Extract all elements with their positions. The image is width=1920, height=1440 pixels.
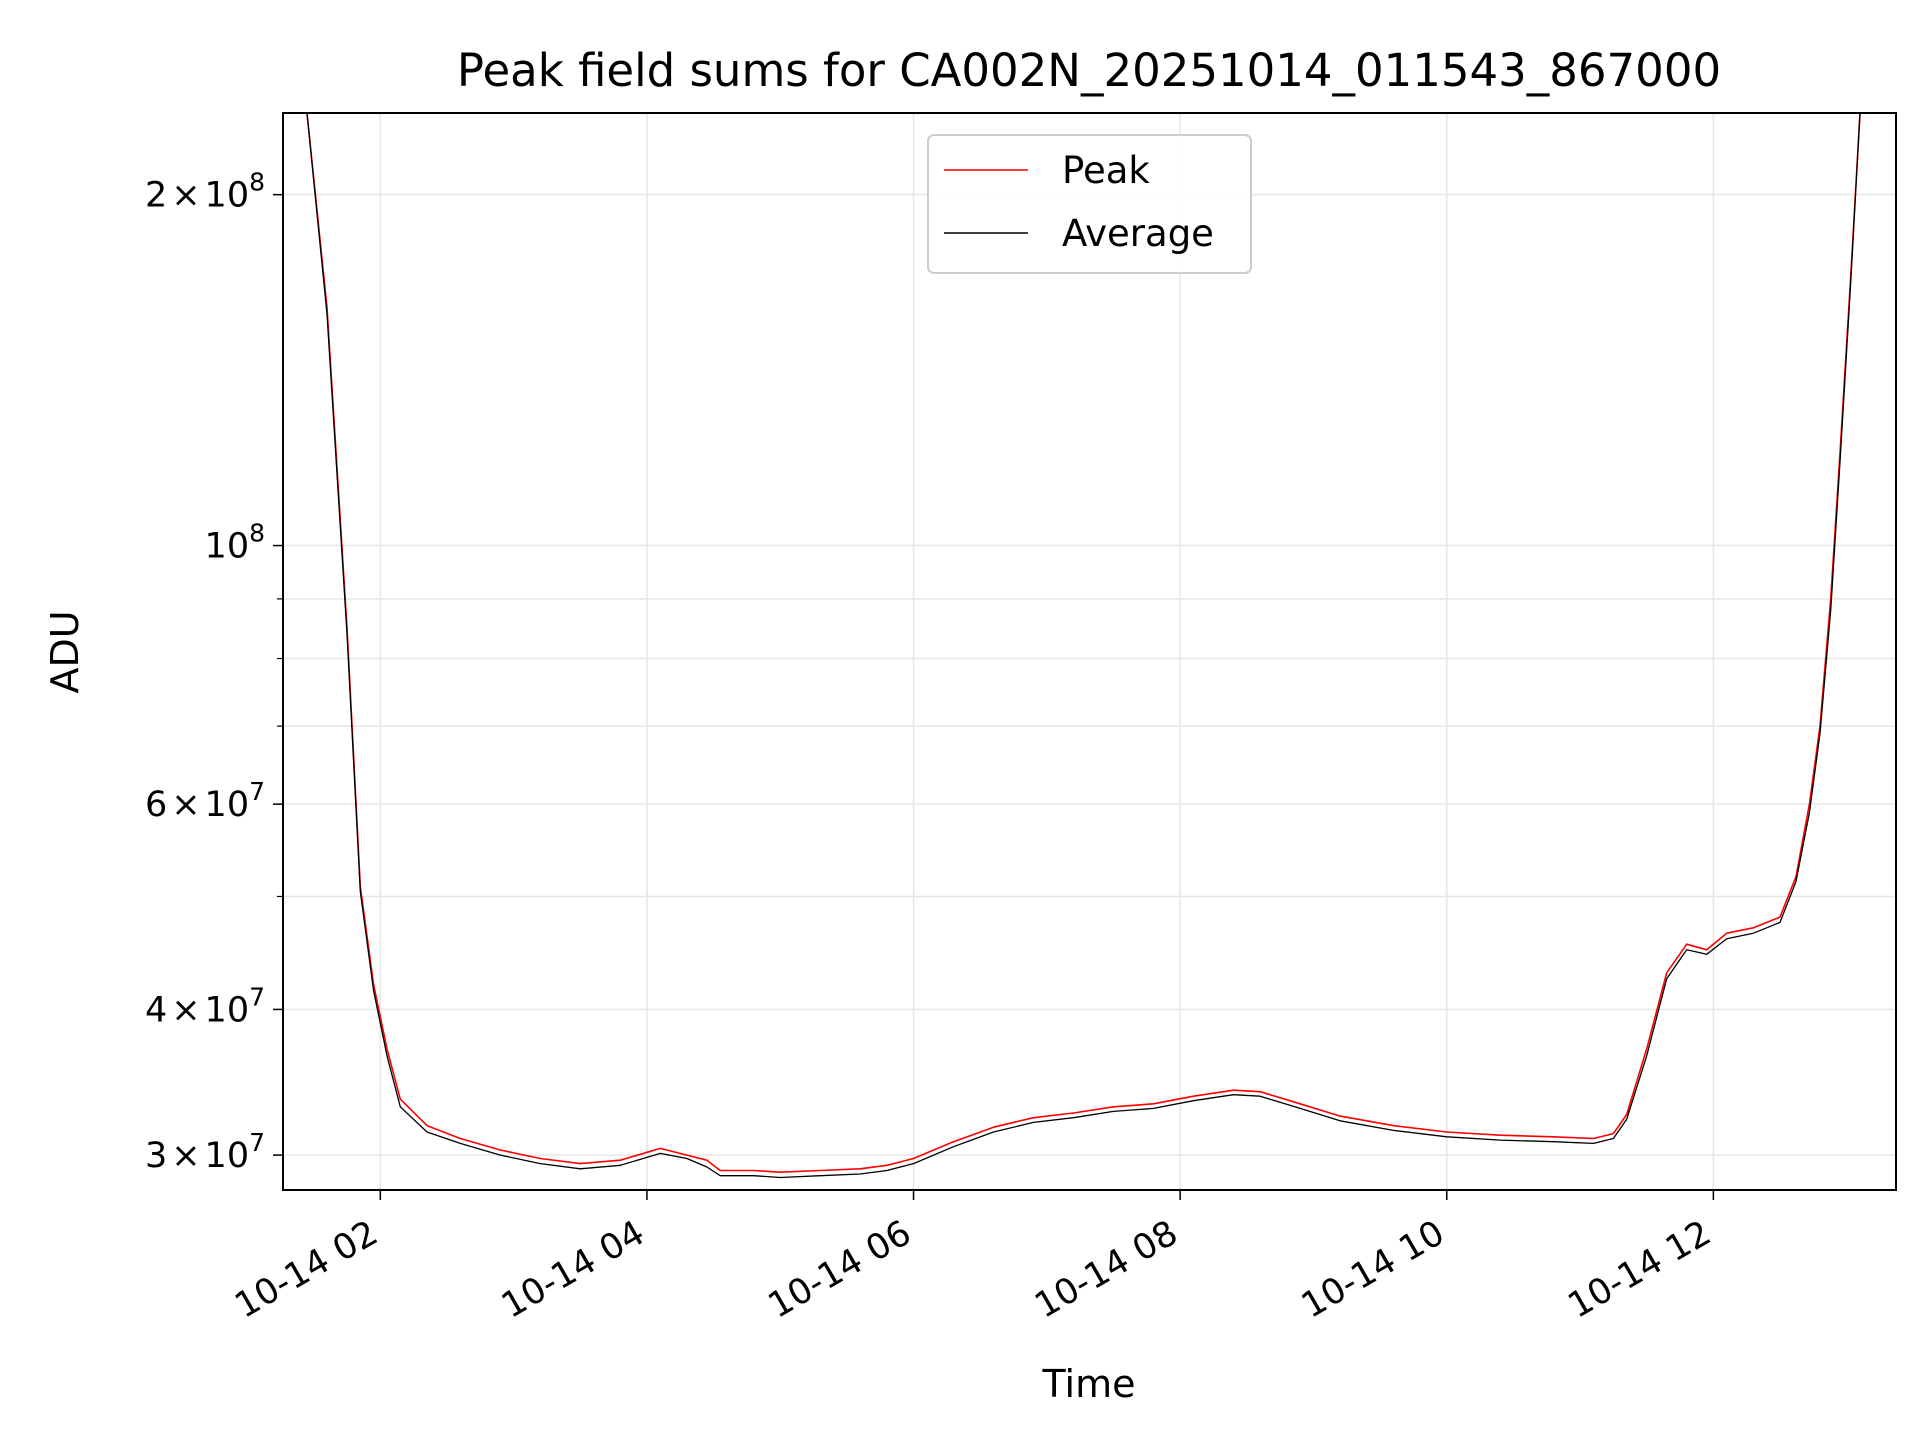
series-line-average (306, 113, 1861, 1179)
series-line-peak (306, 113, 1861, 1173)
y-tick-base: 10 (205, 1136, 250, 1176)
y-tick-base: 10 (205, 527, 250, 567)
y-tick-label: 108 (205, 519, 265, 567)
y-tick-times: × (171, 176, 200, 216)
y-tick-label: 4 × 107 (145, 982, 265, 1030)
plot-area-frame (282, 112, 1897, 1191)
legend-label-peak: Peak (1062, 149, 1150, 192)
y-tick-exponent: 7 (249, 777, 265, 806)
legend-label-average: Average (1062, 212, 1214, 255)
y-tick-mantissa: 6 (145, 785, 167, 825)
x-axis-label: Time (1042, 1362, 1136, 1406)
chart-title: Peak field sums for CA002N_20251014_0115… (457, 44, 1721, 97)
y-tick-times: × (171, 1136, 200, 1176)
y-tick-base: 10 (205, 990, 250, 1030)
y-tick-mantissa: 3 (145, 1136, 167, 1176)
y-tick-exponent: 7 (249, 1128, 265, 1157)
y-tick-exponent: 7 (249, 982, 265, 1011)
series-layer (306, 113, 1861, 1179)
y-tick-exponent: 8 (249, 519, 265, 548)
legend: Peak Average (927, 134, 1252, 274)
y-tick-times: × (171, 785, 200, 825)
y-tick-exponent: 8 (249, 168, 265, 197)
y-tick-base: 10 (205, 785, 250, 825)
y-axis-label: ADU (43, 610, 87, 693)
y-tick-times: × (171, 990, 200, 1030)
y-tick-label: 6 × 107 (145, 777, 265, 825)
y-tick-base: 10 (205, 176, 250, 216)
y-tick-label: 3 × 107 (145, 1128, 265, 1176)
y-tick-label: 2 × 108 (145, 168, 265, 216)
y-tick-mantissa: 2 (145, 176, 167, 216)
y-tick-mantissa: 4 (145, 990, 167, 1030)
